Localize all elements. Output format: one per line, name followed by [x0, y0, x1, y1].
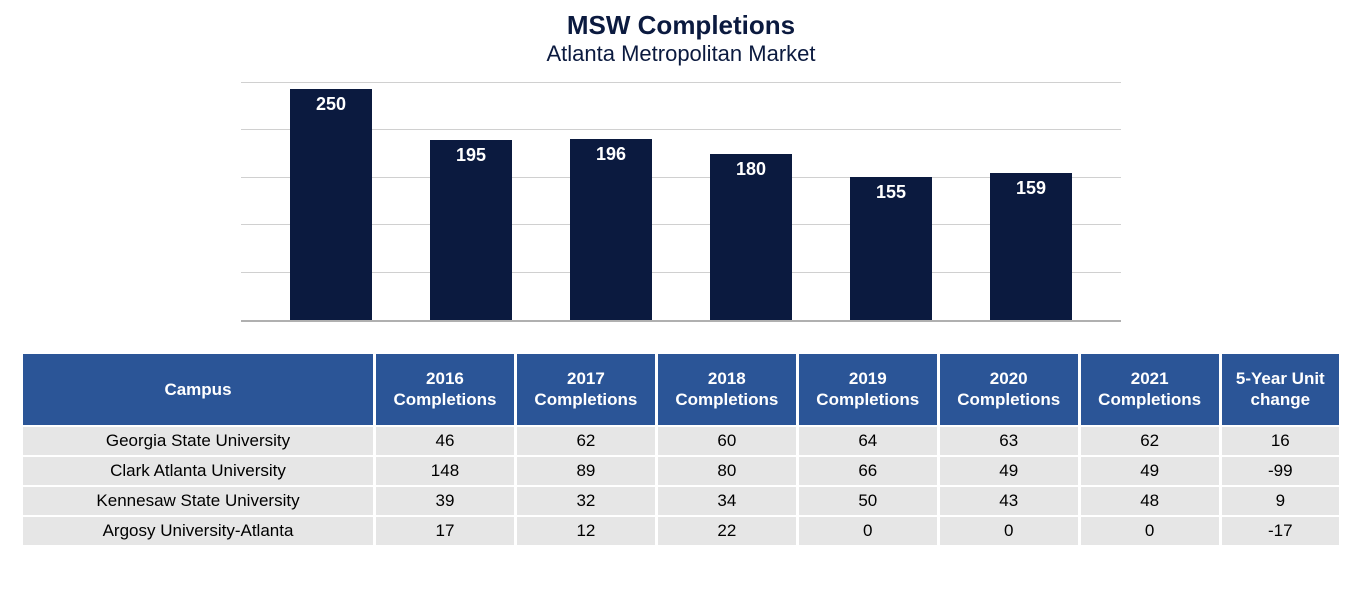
- table-cell-value: 48: [1081, 487, 1219, 515]
- table-cell-value: 12: [517, 517, 655, 545]
- table-cell-campus: Georgia State University: [23, 427, 373, 455]
- chart-bar-rect: [430, 140, 512, 320]
- chart-bar: 180: [696, 83, 806, 320]
- table-column-header: 2020 Completions: [940, 354, 1078, 425]
- table-cell-value: 49: [940, 457, 1078, 485]
- table-cell-value: 32: [517, 487, 655, 515]
- table-body: Georgia State University46626064636216Cl…: [23, 427, 1339, 545]
- table-column-header: 5-Year Unit change: [1222, 354, 1339, 425]
- chart-bar-value-label: 159: [976, 178, 1086, 199]
- table-cell-campus: Clark Atlanta University: [23, 457, 373, 485]
- chart-bar-value-label: 195: [416, 145, 526, 166]
- table-cell-value: 60: [658, 427, 796, 455]
- table-cell-value: 16: [1222, 427, 1339, 455]
- table-cell-value: 148: [376, 457, 514, 485]
- table-cell-value: 89: [517, 457, 655, 485]
- chart-bar: 196: [556, 83, 666, 320]
- chart-subtitle: Atlanta Metropolitan Market: [241, 41, 1121, 67]
- completions-table: Campus2016 Completions2017 Completions20…: [20, 352, 1342, 547]
- table-cell-campus: Kennesaw State University: [23, 487, 373, 515]
- table-cell-value: 0: [1081, 517, 1219, 545]
- table-cell-value: 62: [1081, 427, 1219, 455]
- table-column-header: 2019 Completions: [799, 354, 937, 425]
- table-cell-value: 9: [1222, 487, 1339, 515]
- chart-bar-value-label: 180: [696, 159, 806, 180]
- table-cell-value: 63: [940, 427, 1078, 455]
- table-row: Kennesaw State University3932345043489: [23, 487, 1339, 515]
- chart-container: MSW Completions Atlanta Metropolitan Mar…: [241, 10, 1121, 322]
- chart-plot-area: 250 195 196 180 155 159: [241, 82, 1121, 322]
- table-cell-value: 22: [658, 517, 796, 545]
- table-cell-value: 80: [658, 457, 796, 485]
- table-cell-campus: Argosy University-Atlanta: [23, 517, 373, 545]
- chart-title: MSW Completions: [241, 10, 1121, 41]
- chart-bar-rect: [290, 89, 372, 320]
- chart-bars-group: 250 195 196 180 155 159: [241, 83, 1121, 320]
- table-cell-value: 62: [517, 427, 655, 455]
- table-column-header: 2017 Completions: [517, 354, 655, 425]
- table-cell-value: 46: [376, 427, 514, 455]
- chart-bar-value-label: 155: [836, 182, 946, 203]
- table-column-header: 2018 Completions: [658, 354, 796, 425]
- table-row: Argosy University-Atlanta171222000-17: [23, 517, 1339, 545]
- table-cell-value: 39: [376, 487, 514, 515]
- chart-bar-rect: [570, 139, 652, 320]
- chart-bar: 250: [276, 83, 386, 320]
- table-row: Georgia State University46626064636216: [23, 427, 1339, 455]
- table-header-row: Campus2016 Completions2017 Completions20…: [23, 354, 1339, 425]
- table-cell-value: 34: [658, 487, 796, 515]
- table-column-header: 2016 Completions: [376, 354, 514, 425]
- table-cell-value: 64: [799, 427, 937, 455]
- table-cell-value: 50: [799, 487, 937, 515]
- table-cell-value: 43: [940, 487, 1078, 515]
- table-cell-value: -17: [1222, 517, 1339, 545]
- table-cell-value: 17: [376, 517, 514, 545]
- table-cell-value: 49: [1081, 457, 1219, 485]
- table-row: Clark Atlanta University1488980664949-99: [23, 457, 1339, 485]
- table-column-header: 2021 Completions: [1081, 354, 1219, 425]
- table-cell-value: 0: [940, 517, 1078, 545]
- chart-bar: 159: [976, 83, 1086, 320]
- chart-bar-value-label: 250: [276, 94, 386, 115]
- chart-bar: 155: [836, 83, 946, 320]
- chart-bar: 195: [416, 83, 526, 320]
- table-cell-value: -99: [1222, 457, 1339, 485]
- table-cell-value: 0: [799, 517, 937, 545]
- table-column-header: Campus: [23, 354, 373, 425]
- chart-bar-value-label: 196: [556, 144, 666, 165]
- table-cell-value: 66: [799, 457, 937, 485]
